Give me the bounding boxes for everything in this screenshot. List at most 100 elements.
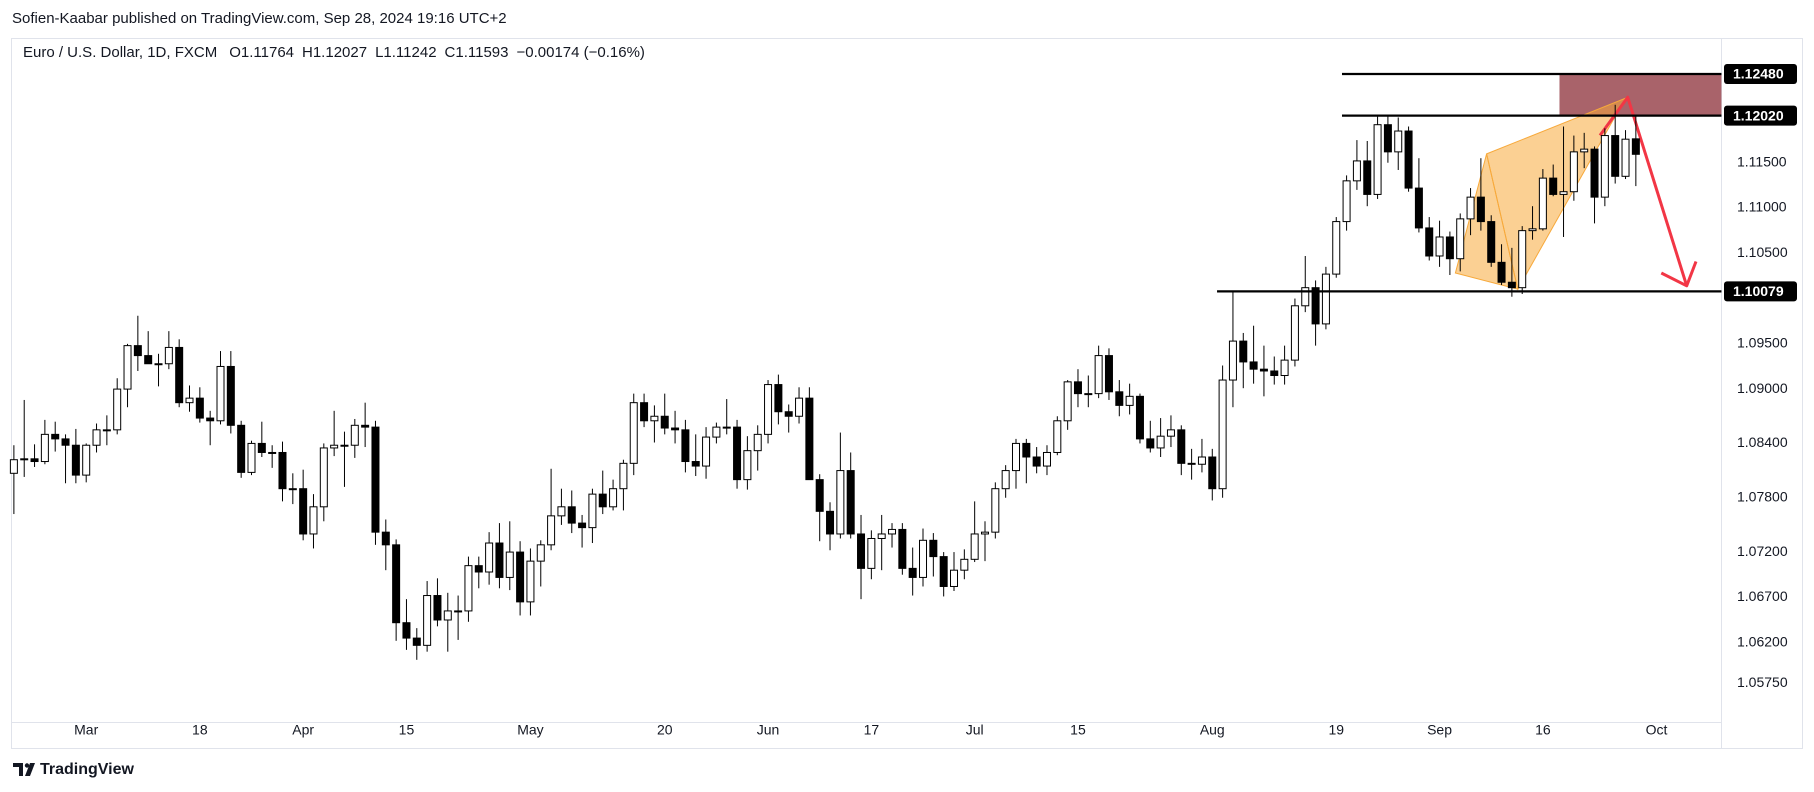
candle-body	[402, 622, 411, 639]
arrow-head	[1660, 260, 1698, 288]
candle-body	[516, 551, 525, 603]
candle-body	[650, 415, 659, 422]
candle-body	[102, 429, 111, 432]
candle-body	[1611, 135, 1620, 177]
candle-body	[536, 544, 545, 562]
x-tick-label: 19	[1328, 722, 1344, 738]
candle-body	[1404, 130, 1413, 189]
candle-body	[1177, 429, 1186, 464]
x-tick-label: Jul	[966, 722, 984, 738]
candle-body	[980, 531, 989, 535]
candle-body	[1456, 218, 1465, 260]
candle-body	[691, 461, 700, 467]
level-label: 1.12020	[1733, 107, 1784, 123]
candle-body	[1445, 236, 1454, 260]
candle-body	[133, 345, 142, 357]
y-tick-label: 1.11500	[1737, 153, 1787, 169]
candle-body	[733, 426, 742, 481]
candle-body	[1383, 124, 1392, 153]
candle-body	[144, 355, 153, 365]
candle-body	[970, 533, 979, 560]
ohlc-value: 1.11242	[383, 44, 436, 61]
candle-body	[609, 488, 618, 508]
candle-body	[867, 537, 876, 569]
candle-body	[619, 462, 628, 490]
y-tick-label: 1.09000	[1737, 380, 1788, 396]
candle-body	[1239, 340, 1248, 363]
candle-body	[30, 458, 39, 463]
candle-body	[474, 565, 483, 573]
candle-body	[1053, 420, 1062, 453]
candle-body	[888, 528, 897, 535]
candle-body	[939, 556, 948, 587]
drawings	[1454, 73, 1722, 291]
candle-body	[381, 531, 390, 546]
candle-body	[1332, 221, 1341, 275]
candle-body	[237, 424, 246, 473]
candle-body	[640, 402, 649, 422]
candle-body	[51, 433, 60, 440]
candle-body	[1528, 228, 1537, 232]
candle-body	[1476, 196, 1485, 223]
candle-body	[505, 551, 514, 578]
candle-body	[1569, 151, 1578, 193]
candle-body	[1466, 196, 1475, 220]
x-tick-label: 17	[864, 722, 880, 738]
candle-body	[877, 533, 886, 539]
candle-body	[588, 493, 597, 529]
candle-body	[629, 402, 638, 464]
candle-body	[960, 558, 969, 571]
candle-body	[299, 488, 308, 535]
candle-body	[1270, 370, 1279, 377]
candle-body	[1600, 135, 1609, 198]
y-tick-label: 1.05750	[1737, 674, 1788, 690]
ohlc-value: 1.11593	[455, 44, 508, 61]
candle-body	[578, 522, 587, 529]
candle-body	[712, 426, 721, 438]
candle-body	[350, 424, 359, 446]
candle-body	[1032, 456, 1041, 467]
candle-body	[1125, 395, 1134, 406]
candle-body	[1590, 148, 1599, 198]
candle-body	[671, 427, 680, 431]
candle-body	[846, 470, 855, 535]
candle-body	[1249, 361, 1258, 370]
candle-body	[1135, 395, 1144, 440]
candle-body	[1187, 462, 1196, 465]
candle-body	[61, 438, 70, 446]
candle-body	[1321, 273, 1330, 325]
candle-body	[1549, 177, 1558, 195]
candle-body	[1342, 180, 1351, 223]
candle-body	[598, 493, 607, 508]
candle-body	[185, 397, 194, 404]
candle-body	[1559, 191, 1568, 195]
candle-body	[836, 470, 845, 535]
candle-body	[1166, 429, 1175, 437]
x-tick-label: May	[517, 722, 543, 738]
ohlc-key: C	[445, 44, 456, 61]
candle-body	[20, 458, 29, 461]
candle-body	[9, 459, 18, 474]
candle-body	[113, 388, 122, 431]
candle-body	[950, 569, 959, 587]
level-label-box	[1724, 63, 1797, 84]
candle-body	[991, 488, 1000, 533]
candle-body	[1301, 287, 1310, 307]
candle-body	[526, 560, 535, 603]
candle-body	[164, 346, 173, 365]
candle-body	[71, 444, 80, 476]
candle-body	[40, 433, 49, 463]
level-label: 1.12480	[1733, 66, 1784, 82]
supply-zone	[1559, 73, 1722, 116]
y-tick-label: 1.06700	[1737, 588, 1788, 604]
candle-body	[743, 450, 752, 481]
tradingview-logo	[13, 763, 35, 776]
candle-body	[123, 345, 132, 390]
candle-body	[1115, 391, 1124, 406]
candle-body	[1084, 393, 1093, 396]
candle-body	[1146, 438, 1155, 449]
candle-body	[908, 567, 917, 578]
candle-body	[412, 637, 421, 646]
x-tick-label: 20	[657, 722, 673, 738]
